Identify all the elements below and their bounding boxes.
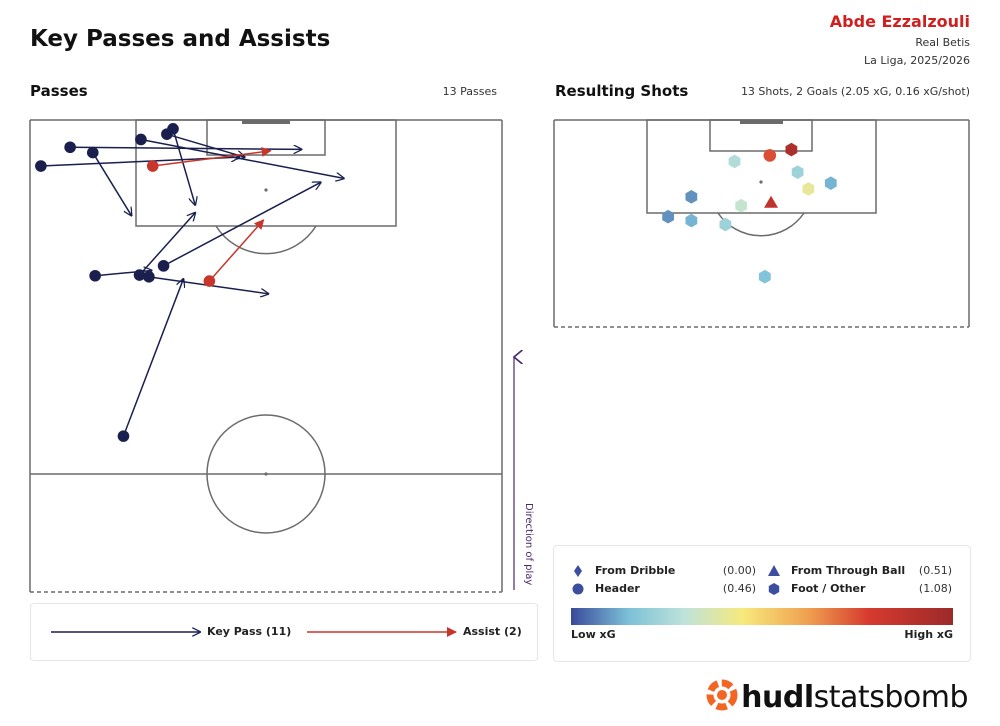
shot-legend: From Dribble (0.00) Header (0.46) From T… xyxy=(553,545,971,662)
page-title: Key Passes and Assists xyxy=(30,26,331,52)
dribble-legend-label: From Dribble xyxy=(595,564,676,577)
shot-marks xyxy=(662,142,837,284)
key-pass-origin-3 xyxy=(35,160,47,172)
shot-marker-13 xyxy=(758,269,771,284)
key-pass-arrow-5 xyxy=(166,133,245,157)
shot-penalty-spot xyxy=(759,180,763,184)
shot-marker-3 xyxy=(728,154,741,169)
passes-panel-title: Passes xyxy=(30,82,88,100)
header-legend-xg: (0.46) xyxy=(722,582,756,595)
penalty-spot xyxy=(264,188,268,192)
direction-of-play-label: Direction of play xyxy=(523,503,534,586)
assist-arrow-12 xyxy=(152,146,272,167)
competition-name: La Liga, 2025/2026 xyxy=(864,54,970,67)
shot-marker-9 xyxy=(764,195,779,208)
brand-mark-icon xyxy=(706,679,738,711)
key-pass-origin-2 xyxy=(86,146,99,159)
shot-marker-10 xyxy=(662,209,675,224)
brand-logo: hudlstatsbomb xyxy=(705,678,969,715)
header-icon xyxy=(572,583,584,595)
foot-other-legend-xg: (1.08) xyxy=(918,582,952,595)
key-pass-origin-8 xyxy=(89,269,101,282)
penalty-arc xyxy=(215,225,317,255)
key-pass-arrow-7 xyxy=(163,182,321,267)
key-pass-origin-1 xyxy=(64,141,76,154)
shot-legend-icons xyxy=(571,565,953,625)
shot-marker-1 xyxy=(763,149,777,162)
key-pass-legend-label: Key Pass (11) xyxy=(207,625,292,638)
through-ball-legend-label: From Through Ball xyxy=(791,564,906,577)
xg-color-scale xyxy=(571,608,953,625)
shot-marker-12 xyxy=(719,217,732,232)
shot-marker-8 xyxy=(735,198,748,213)
assist-origin-13 xyxy=(203,275,216,287)
centre-spot xyxy=(264,472,268,476)
dribble-icon xyxy=(574,565,582,577)
shot-marker-6 xyxy=(824,176,837,190)
high-xg-label: High xG xyxy=(904,628,953,641)
shots-summary: 13 Shots, 2 Goals (2.05 xG, 0.16 xG/shot… xyxy=(740,85,970,98)
centre-circle xyxy=(206,414,326,534)
low-xg-label: Low xG xyxy=(571,628,616,641)
foot-other-icon xyxy=(768,583,780,595)
team-name: Real Betis xyxy=(915,36,970,49)
foot-other-legend-label: Foot / Other xyxy=(791,582,866,595)
shot-goal xyxy=(740,120,783,124)
key-pass-arrow-11 xyxy=(122,279,183,437)
player-name: Abde Ezzalzouli xyxy=(829,12,970,31)
assist-legend-label: Assist (2) xyxy=(463,625,522,638)
assist-origin-12 xyxy=(146,160,159,172)
header-legend-label: Header xyxy=(595,582,640,595)
through-ball-icon xyxy=(768,565,780,576)
pass-origins xyxy=(35,123,216,442)
shot-marker-5 xyxy=(802,182,815,196)
key-pass-origin-4 xyxy=(135,133,147,146)
pass-legend: Key Pass (11) Assist (2) xyxy=(30,603,538,661)
pass-lines xyxy=(40,128,344,437)
shot-marker-11 xyxy=(685,213,698,228)
key-pass-origin-7 xyxy=(157,260,170,272)
key-pass-origin-11 xyxy=(117,430,130,442)
shot-penalty-box xyxy=(646,119,877,214)
shots-panel-title: Resulting Shots xyxy=(555,82,689,100)
pass-map-chart xyxy=(29,119,540,593)
shot-marker-4 xyxy=(791,165,804,179)
goal xyxy=(242,120,290,124)
key-pass-arrow-6 xyxy=(172,128,195,205)
dribble-legend-xg: (0.00) xyxy=(722,564,756,577)
shot-marker-2 xyxy=(785,142,798,157)
shot-pitch-markings xyxy=(553,119,970,328)
brand-text-statsbomb: statsbomb xyxy=(813,680,969,715)
key-pass-origin-6 xyxy=(167,123,179,135)
key-pass-origin-10 xyxy=(143,271,155,283)
shot-map-chart xyxy=(553,119,970,328)
assist-arrow-13 xyxy=(208,219,265,282)
shot-marker-7 xyxy=(685,190,698,204)
pass-legend-arrows xyxy=(51,627,457,637)
key-pass-origin-9 xyxy=(133,269,146,281)
brand-text-hudl: hudl xyxy=(741,680,814,715)
passes-count: 13 Passes xyxy=(442,85,497,98)
key-pass-arrow-9 xyxy=(138,213,196,276)
through-ball-legend-xg: (0.51) xyxy=(918,564,952,577)
